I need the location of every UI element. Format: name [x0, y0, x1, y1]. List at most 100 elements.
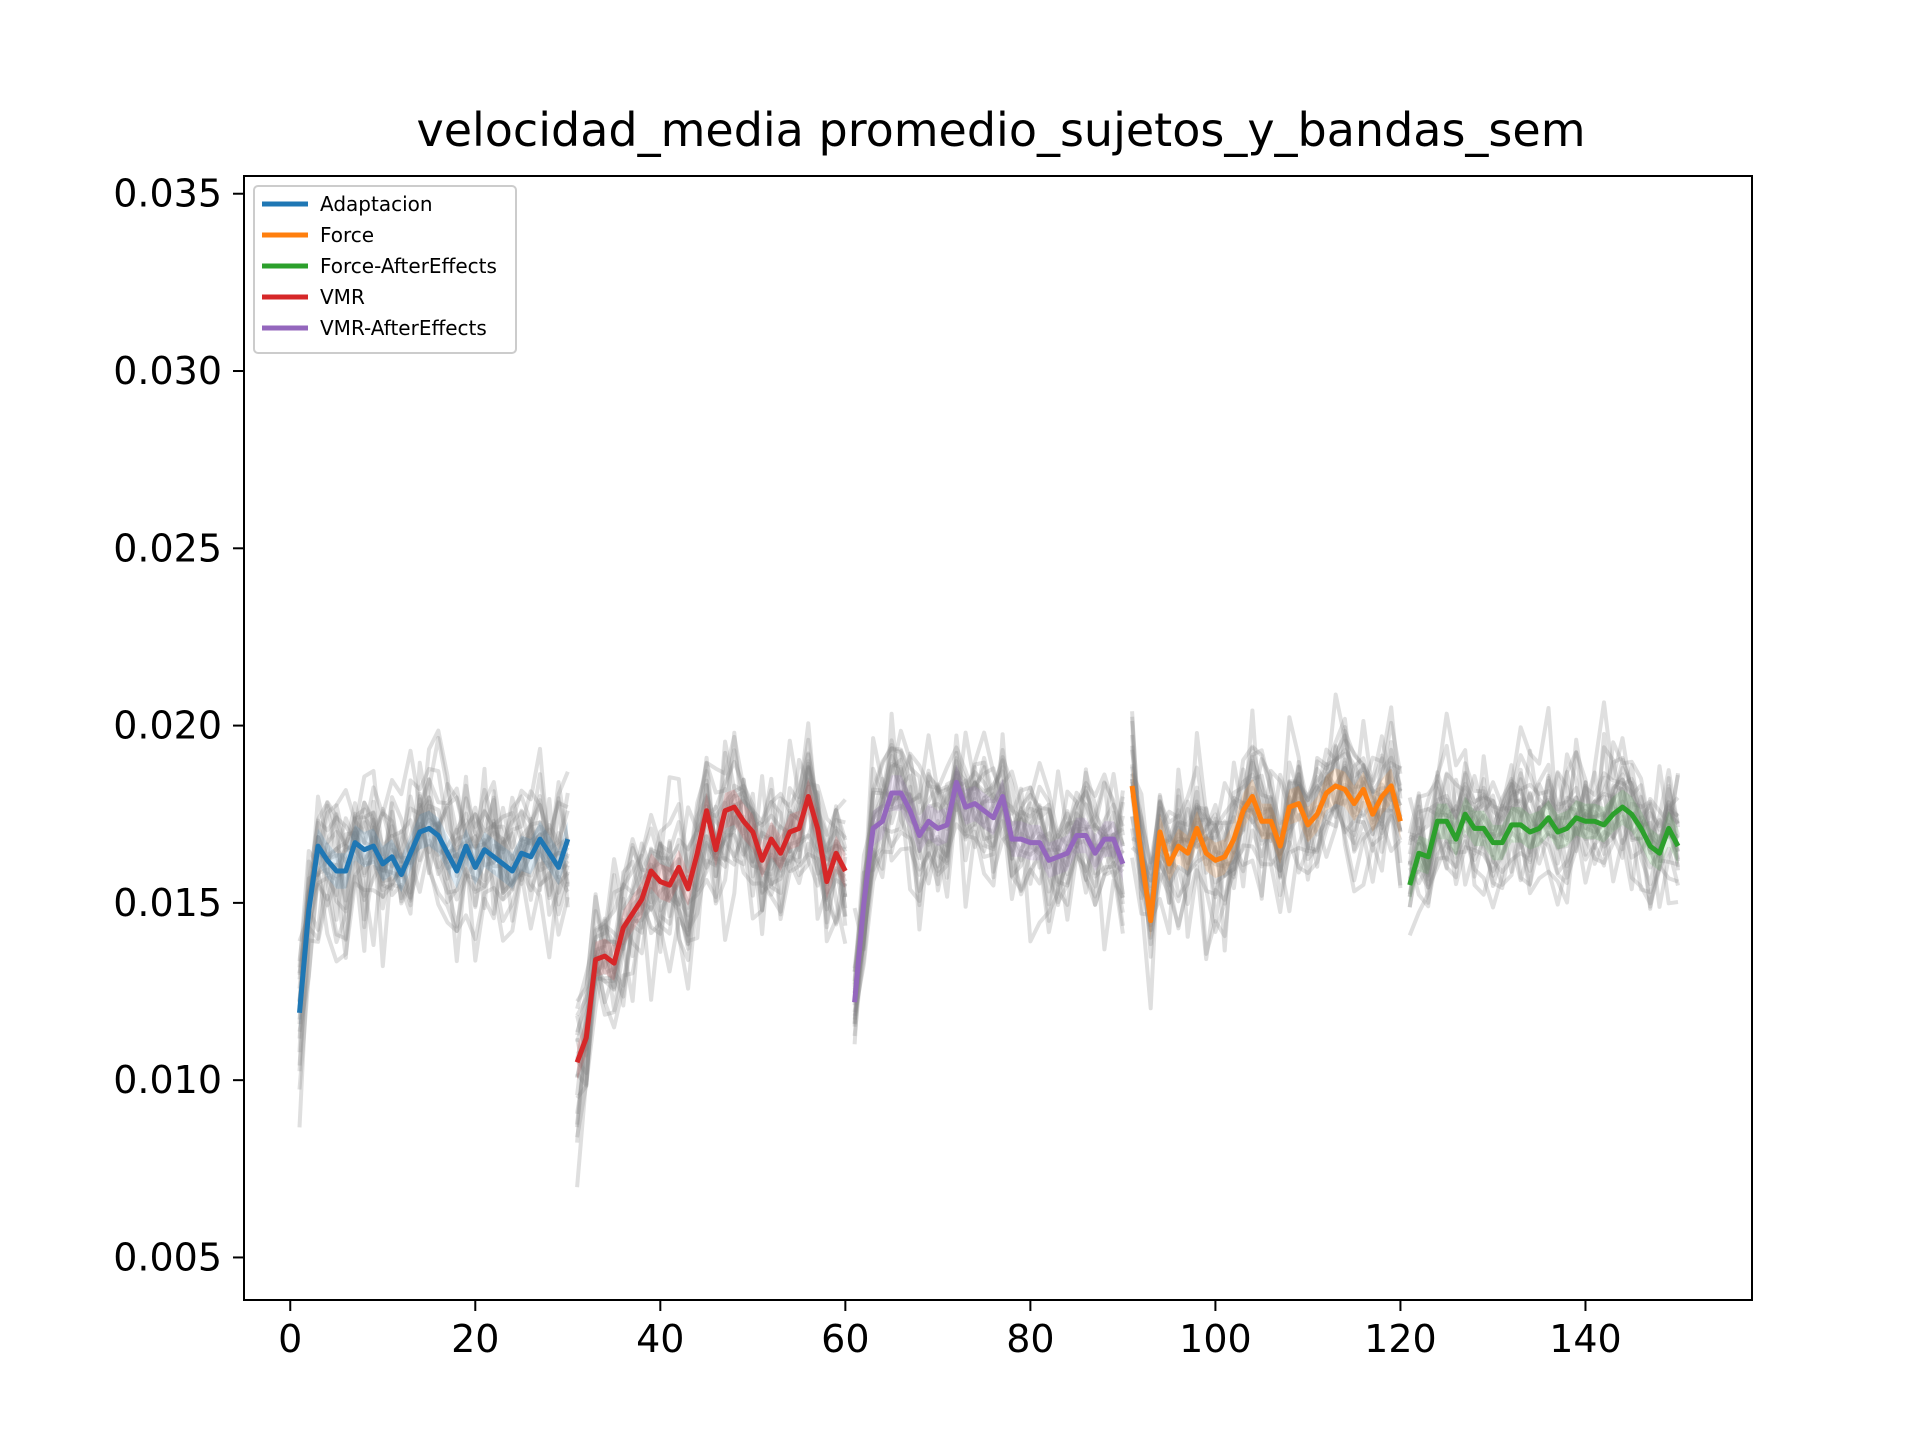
subject-line — [1130, 734, 1403, 889]
x-tick-label: 20 — [451, 1317, 499, 1361]
subject-line — [297, 794, 570, 974]
subject-line — [1130, 785, 1403, 904]
subject-line — [1407, 770, 1680, 898]
series-lines — [297, 764, 1681, 1081]
subject-line — [575, 730, 847, 1017]
subject-line — [297, 792, 570, 1003]
subject-line — [852, 785, 1125, 1002]
subject-line — [1407, 799, 1679, 937]
subject-line — [297, 838, 570, 1033]
subject-line — [1407, 700, 1680, 857]
subject-line — [297, 807, 570, 1072]
subject-line — [575, 767, 848, 1079]
y-tick-label: 0.030 — [113, 349, 222, 393]
x-tick-label: 0 — [278, 1317, 302, 1361]
subject-line — [1130, 746, 1403, 932]
series-line — [297, 825, 571, 1014]
subject-line — [297, 746, 570, 1011]
subject-line — [852, 730, 1124, 1002]
x-axis: 0 20 40 60 80 100 120 140 — [278, 1300, 1622, 1361]
subject-line — [1407, 809, 1679, 908]
subject-line — [852, 756, 1125, 972]
subject-line — [1408, 770, 1680, 871]
subject-line — [297, 736, 570, 1025]
x-tick-label: 100 — [1179, 1317, 1252, 1361]
subject-line — [852, 784, 1125, 985]
subject-line — [297, 728, 570, 1002]
subject-line — [1130, 758, 1403, 933]
subject-line — [1130, 775, 1402, 956]
x-tick-label: 60 — [821, 1317, 869, 1361]
subject-line — [1130, 789, 1403, 962]
y-tick-label: 0.010 — [113, 1058, 222, 1102]
subject-line — [1408, 763, 1680, 872]
y-axis: 0.005 0.010 0.015 0.020 0.025 0.030 0.035 — [113, 172, 244, 1279]
subject-line — [297, 844, 570, 1039]
subject-line — [852, 768, 1125, 1020]
subject-line — [1131, 745, 1403, 939]
subject-line — [297, 811, 569, 1011]
subject-line — [852, 770, 1125, 1025]
series-line — [852, 779, 1126, 1003]
subject-line — [852, 762, 1125, 987]
subject-line — [1130, 725, 1403, 891]
subject-line — [852, 732, 1125, 952]
y-tick-label: 0.020 — [113, 704, 222, 748]
legend-box — [253, 185, 517, 354]
series-line — [1407, 804, 1681, 886]
subject-line — [575, 764, 848, 1033]
subject-line — [575, 833, 848, 1115]
subject-line — [297, 803, 570, 1128]
y-tick-label: 0.015 — [113, 881, 222, 925]
y-tick-label: 0.035 — [113, 172, 222, 216]
subject-line — [852, 757, 1125, 1017]
subject-line — [297, 791, 570, 1090]
x-tick-label: 120 — [1364, 1317, 1437, 1361]
legend-label: VMR-AfterEffects — [320, 316, 487, 340]
series-line — [574, 794, 848, 1064]
subject-line — [297, 795, 569, 1010]
subject-line — [1407, 732, 1680, 860]
subject-line — [852, 733, 1125, 982]
subject-line — [297, 760, 570, 942]
subject-line — [1130, 747, 1403, 928]
subject-line — [852, 786, 1125, 1027]
legend-label: VMR — [320, 285, 365, 309]
subject-line — [575, 737, 847, 1010]
series-line — [1129, 783, 1403, 924]
subject-line — [852, 728, 1125, 1006]
subject-line — [852, 754, 1125, 969]
subject-line — [1407, 765, 1679, 908]
legend-label: Force — [320, 223, 374, 247]
subject-line — [1130, 760, 1403, 903]
subject-line — [1130, 749, 1403, 907]
subject-line — [1130, 744, 1403, 871]
plot-frame — [243, 175, 1753, 1301]
subject-line — [1407, 776, 1680, 909]
sem-band — [299, 810, 568, 1031]
x-tick-label: 140 — [1549, 1317, 1622, 1361]
chart-title: velocidad_media promedio_sujetos_y_banda… — [416, 103, 1585, 157]
subject-line — [1407, 756, 1679, 855]
subject-line — [576, 755, 848, 1056]
legend-label: Adaptacion — [320, 192, 433, 216]
subject-line — [297, 780, 570, 968]
subject-line — [297, 777, 570, 976]
legend: Adaptacion Force Force-AfterEffects VMR VMR-… — [253, 185, 517, 354]
subject-line — [852, 730, 1125, 973]
legend-label: Force-AfterEffects — [320, 254, 497, 278]
x-tick-label: 80 — [1006, 1317, 1054, 1361]
subject-line — [575, 824, 847, 1128]
y-tick-label: 0.025 — [113, 526, 222, 570]
subject-line — [1130, 705, 1403, 911]
subject-line — [1407, 772, 1680, 895]
x-tick-label: 40 — [636, 1317, 684, 1361]
subject-line — [575, 784, 848, 1138]
subject-line — [575, 748, 848, 1036]
subject-line — [852, 759, 1125, 994]
subject-line — [575, 750, 848, 1143]
subject-line — [1407, 792, 1680, 911]
y-tick-label: 0.005 — [113, 1235, 222, 1279]
subject-line — [1407, 772, 1680, 910]
